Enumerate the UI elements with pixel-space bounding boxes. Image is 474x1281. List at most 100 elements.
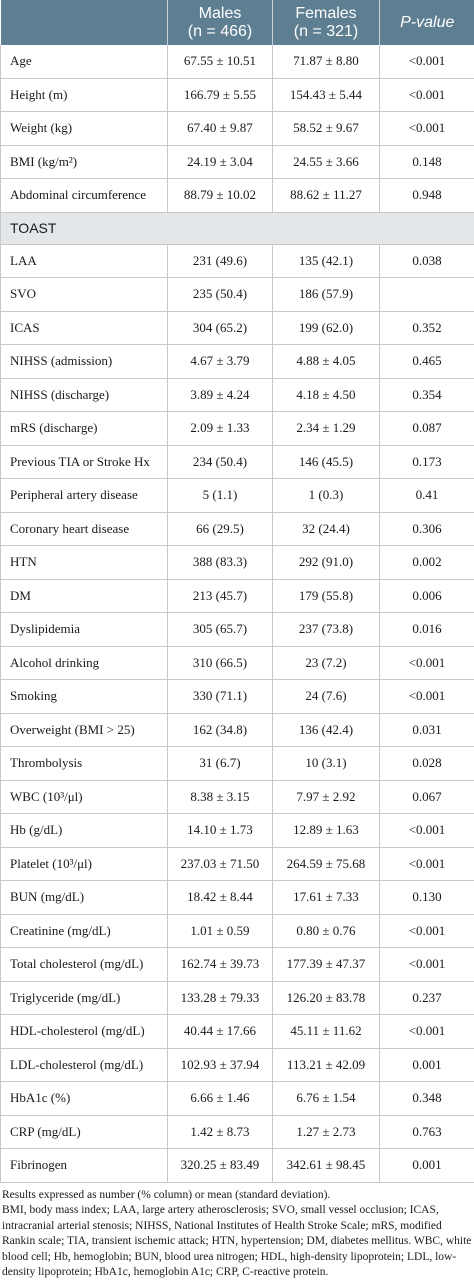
- row-label: HDL-cholesterol (mg/dL): [1, 1015, 168, 1049]
- p-value: 0.306: [380, 512, 474, 546]
- header-males-label: Males: [168, 5, 272, 23]
- males-value: 304 (65.2): [168, 311, 273, 345]
- females-value: 292 (91.0): [273, 546, 380, 580]
- p-value: 0.087: [380, 412, 474, 446]
- row-label: mRS (discharge): [1, 412, 168, 446]
- males-value: 67.55 ± 10.51: [168, 45, 273, 78]
- p-value: 0.465: [380, 345, 474, 379]
- row-label: CRP (mg/dL): [1, 1115, 168, 1149]
- females-value: 136 (42.4): [273, 713, 380, 747]
- males-value: 5 (1.1): [168, 479, 273, 513]
- p-value: 0.130: [380, 881, 474, 915]
- females-value: 342.61 ± 98.45: [273, 1149, 380, 1183]
- p-value: 0.352: [380, 311, 474, 345]
- footnote-paragraph: BMI, body mass index; LAA, large artery …: [2, 1203, 472, 1281]
- table-header-row: Males (n = 466) Females (n = 321) P-valu…: [1, 0, 474, 45]
- males-value: 310 (66.5): [168, 646, 273, 680]
- females-value: 135 (42.1): [273, 244, 380, 278]
- females-value: 24 (7.6): [273, 680, 380, 714]
- males-value: 305 (65.7): [168, 613, 273, 647]
- males-value: 162.74 ± 39.73: [168, 948, 273, 982]
- row-label: Overweight (BMI > 25): [1, 713, 168, 747]
- p-value: <0.001: [380, 680, 474, 714]
- p-value: 0.41: [380, 479, 474, 513]
- row-label: Abdominal circumference: [1, 179, 168, 213]
- males-value: 24.19 ± 3.04: [168, 145, 273, 179]
- females-value: 7.97 ± 2.92: [273, 780, 380, 814]
- females-value: 154.43 ± 5.44: [273, 78, 380, 112]
- females-value: 126.20 ± 83.78: [273, 981, 380, 1015]
- males-value: 213 (45.7): [168, 579, 273, 613]
- p-value: 0.001: [380, 1149, 474, 1183]
- males-value: 6.66 ± 1.46: [168, 1082, 273, 1116]
- males-value: 162 (34.8): [168, 713, 273, 747]
- row-label: HbA1c (%): [1, 1082, 168, 1116]
- p-value: 0.763: [380, 1115, 474, 1149]
- females-value: 4.18 ± 4.50: [273, 378, 380, 412]
- p-value: <0.001: [380, 948, 474, 982]
- p-value: 0.067: [380, 780, 474, 814]
- males-value: 18.42 ± 8.44: [168, 881, 273, 915]
- row-label: Hb (g/dL): [1, 814, 168, 848]
- row-label: Creatinine (mg/dL): [1, 914, 168, 948]
- row-label: Weight (kg): [1, 112, 168, 146]
- characteristics-table: Males (n = 466) Females (n = 321) P-valu…: [0, 0, 474, 1183]
- males-value: 2.09 ± 1.33: [168, 412, 273, 446]
- males-value: 231 (49.6): [168, 244, 273, 278]
- females-value: 1 (0.3): [273, 479, 380, 513]
- females-value: 0.80 ± 0.76: [273, 914, 380, 948]
- p-value: 0.016: [380, 613, 474, 647]
- header-pvalue: P-value: [380, 0, 474, 45]
- males-value: 88.79 ± 10.02: [168, 179, 273, 213]
- females-value: 45.11 ± 11.62: [273, 1015, 380, 1049]
- females-value: 2.34 ± 1.29: [273, 412, 380, 446]
- row-label: LAA: [1, 244, 168, 278]
- p-value: <0.001: [380, 112, 474, 146]
- row-label: LDL-cholesterol (mg/dL): [1, 1048, 168, 1082]
- females-value: 58.52 ± 9.67: [273, 112, 380, 146]
- row-label: Coronary heart disease: [1, 512, 168, 546]
- p-value: <0.001: [380, 45, 474, 78]
- p-value: <0.001: [380, 914, 474, 948]
- females-value: 23 (7.2): [273, 646, 380, 680]
- p-value: 0.354: [380, 378, 474, 412]
- females-value: 88.62 ± 11.27: [273, 179, 380, 213]
- females-value: 6.76 ± 1.54: [273, 1082, 380, 1116]
- group-label: TOAST: [1, 212, 474, 244]
- row-label: Age: [1, 45, 168, 78]
- males-value: 1.01 ± 0.59: [168, 914, 273, 948]
- row-label: Peripheral artery disease: [1, 479, 168, 513]
- p-value: 0.148: [380, 145, 474, 179]
- females-value: 12.89 ± 1.63: [273, 814, 380, 848]
- row-label: WBC (10³/μl): [1, 780, 168, 814]
- row-label: Alcohol drinking: [1, 646, 168, 680]
- males-value: 3.89 ± 4.24: [168, 378, 273, 412]
- females-value: 17.61 ± 7.33: [273, 881, 380, 915]
- females-value: 264.59 ± 75.68: [273, 847, 380, 881]
- p-value: <0.001: [380, 646, 474, 680]
- header-females: Females (n = 321): [273, 0, 380, 45]
- males-value: 234 (50.4): [168, 445, 273, 479]
- row-label: BMI (kg/m²): [1, 145, 168, 179]
- row-label: DM: [1, 579, 168, 613]
- row-label: Triglyceride (mg/dL): [1, 981, 168, 1015]
